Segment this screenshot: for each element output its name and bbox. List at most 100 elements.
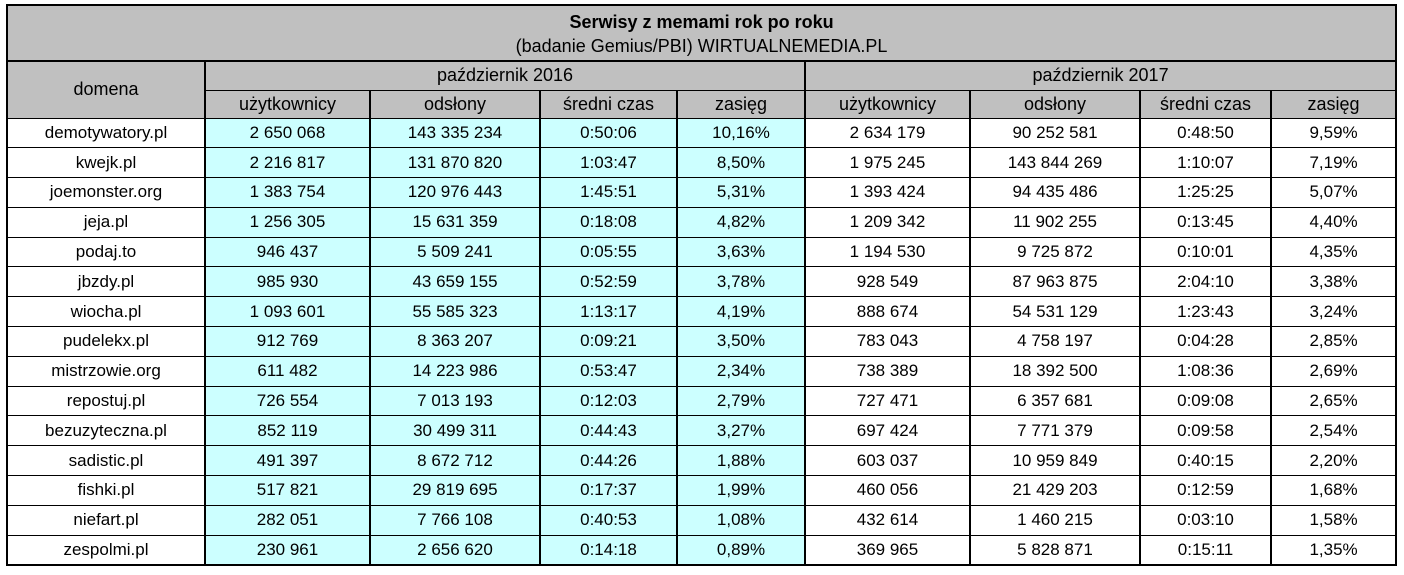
table-header: Serwisy z memami rok po roku (badanie Ge… (5, 4, 1398, 119)
table-row: kwejk.pl 2 216 817 131 870 820 1:03:47 8,50%… (6, 147, 1398, 179)
value-cell-2017: 697 424 (804, 415, 971, 447)
domain-cell: pudelekx.pl (6, 326, 206, 357)
value-cell-2016: 0:05:55 (539, 236, 678, 268)
domain-cell: zespolmi.pl (6, 534, 206, 566)
column-header-zasieg-2017: zasięg (1269, 89, 1398, 119)
value-cell-2017: 2 634 179 (804, 117, 971, 149)
table-body: demotywatory.pl 2 650 068 143 335 234 0:50:… (6, 117, 1398, 566)
value-cell-2017: 54 531 129 (969, 296, 1141, 328)
table-row: jbzdy.pl 985 930 43 659 155 0:52:59 3,78% 928… (6, 266, 1398, 298)
column-header-zasieg-2016: zasięg (676, 89, 806, 119)
value-cell-2016: 1 256 305 (204, 206, 371, 238)
column-header-odslony-2017: odsłony (969, 89, 1141, 119)
table-title: Serwisy z memami rok po roku (569, 12, 834, 32)
value-cell-2017: 369 965 (804, 534, 971, 566)
value-cell-2016: 3,50% (676, 326, 806, 357)
column-header-sredni-czas-2016: średni czas (539, 89, 678, 119)
value-cell-2016: 4,82% (676, 206, 806, 238)
value-cell-2016: 0:18:08 (539, 206, 678, 238)
value-cell-2016: 1:03:47 (539, 147, 678, 179)
value-cell-2017: 9,59% (1269, 117, 1398, 149)
value-cell-2016: 5 509 241 (369, 236, 541, 268)
value-cell-2017: 0:03:10 (1139, 504, 1272, 536)
value-cell-2017: 94 435 486 (969, 177, 1141, 208)
table-row: repostuj.pl 726 554 7 013 193 0:12:03 2,79% 7… (6, 385, 1398, 417)
value-cell-2016: 29 819 695 (369, 475, 541, 506)
domain-cell: bezuzyteczna.pl (6, 415, 206, 447)
value-cell-2017: 0:09:58 (1139, 415, 1272, 447)
value-cell-2017: 3,24% (1269, 296, 1398, 328)
value-cell-2017: 0:15:11 (1139, 534, 1272, 566)
value-cell-2017: 2,20% (1269, 445, 1398, 477)
value-cell-2017: 87 963 875 (969, 266, 1141, 298)
value-cell-2016: 3,78% (676, 266, 806, 298)
domain-cell: podaj.to (6, 236, 206, 268)
value-cell-2016: 230 961 (204, 534, 371, 566)
value-cell-2017: 0:13:45 (1139, 206, 1272, 238)
value-cell-2016: 0:12:03 (539, 385, 678, 417)
table-row: mistrzowie.org 611 482 14 223 986 0:53:47 2,… (6, 355, 1398, 387)
value-cell-2017: 0:12:59 (1139, 475, 1272, 506)
value-cell-2017: 18 392 500 (969, 355, 1141, 387)
value-cell-2016: 611 482 (204, 355, 371, 387)
value-cell-2016: 0:50:06 (539, 117, 678, 149)
value-cell-2017: 2,85% (1269, 326, 1398, 357)
value-cell-2017: 1,68% (1269, 475, 1398, 506)
value-cell-2017: 1,35% (1269, 534, 1398, 566)
value-cell-2016: 30 499 311 (369, 415, 541, 447)
value-cell-2017: 2,69% (1269, 355, 1398, 387)
value-cell-2016: 0:52:59 (539, 266, 678, 298)
value-cell-2016: 282 051 (204, 504, 371, 536)
meme-sites-table-wrapper: Serwisy z memami rok po roku (badanie Ge… (5, 4, 1398, 566)
column-group-october-2016: październik 2016 (204, 60, 806, 91)
value-cell-2016: 2 656 620 (369, 534, 541, 566)
value-cell-2016: 726 554 (204, 385, 371, 417)
table-row: jeja.pl 1 256 305 15 631 359 0:18:08 4,82% 1 … (6, 206, 1398, 238)
table-row: wiocha.pl 1 093 601 55 585 323 1:13:17 4,19%… (6, 296, 1398, 328)
domain-cell: joemonster.org (6, 177, 206, 208)
value-cell-2017: 0:40:15 (1139, 445, 1272, 477)
value-cell-2016: 1:45:51 (539, 177, 678, 208)
value-cell-2016: 0:09:21 (539, 326, 678, 357)
title-row: Serwisy z memami rok po roku (badanie Ge… (5, 4, 1398, 62)
value-cell-2017: 10 959 849 (969, 445, 1141, 477)
value-cell-2017: 0:09:08 (1139, 385, 1272, 417)
column-header-sredni-czas-2017: średni czas (1139, 89, 1272, 119)
column-header-domena: domena (6, 60, 206, 119)
value-cell-2016: 1 093 601 (204, 296, 371, 328)
value-cell-2016: 2 650 068 (204, 117, 371, 149)
value-cell-2016: 1,99% (676, 475, 806, 506)
table-row: joemonster.org 1 383 754 120 976 443 1:45:5… (6, 177, 1398, 208)
value-cell-2017: 1:25:25 (1139, 177, 1272, 208)
value-cell-2017: 2:04:10 (1139, 266, 1272, 298)
table-row: podaj.to 946 437 5 509 241 0:05:55 3,63% 1 19… (6, 236, 1398, 268)
table-subtitle: (badanie Gemius/PBI) WIRTUALNEMEDIA.PL (515, 36, 888, 56)
value-cell-2017: 2,54% (1269, 415, 1398, 447)
value-cell-2017: 928 549 (804, 266, 971, 298)
value-cell-2016: 946 437 (204, 236, 371, 268)
value-cell-2016: 43 659 155 (369, 266, 541, 298)
table-row: sadistic.pl 491 397 8 672 712 0:44:26 1,88% 6… (6, 445, 1398, 477)
value-cell-2016: 3,63% (676, 236, 806, 268)
value-cell-2017: 783 043 (804, 326, 971, 357)
domain-cell: niefart.pl (6, 504, 206, 536)
value-cell-2017: 603 037 (804, 445, 971, 477)
value-cell-2016: 4,19% (676, 296, 806, 328)
group-header-row: domena październik 2016 październik 2017 (6, 60, 1398, 119)
table-row: niefart.pl 282 051 7 766 108 0:40:53 1,08% 43… (6, 504, 1398, 536)
domain-cell: demotywatory.pl (6, 117, 206, 149)
value-cell-2017: 11 902 255 (969, 206, 1141, 238)
value-cell-2016: 517 821 (204, 475, 371, 506)
value-cell-2016: 143 335 234 (369, 117, 541, 149)
table-row: demotywatory.pl 2 650 068 143 335 234 0:50:… (6, 117, 1398, 149)
value-cell-2017: 1:23:43 (1139, 296, 1272, 328)
table-row: zespolmi.pl 230 961 2 656 620 0:14:18 0,89% 3… (6, 534, 1398, 566)
table-row: pudelekx.pl 912 769 8 363 207 0:09:21 3,50% 7… (6, 326, 1398, 357)
value-cell-2017: 738 389 (804, 355, 971, 387)
value-cell-2017: 1 194 530 (804, 236, 971, 268)
domain-cell: mistrzowie.org (6, 355, 206, 387)
value-cell-2017: 1 460 215 (969, 504, 1141, 536)
domain-cell: kwejk.pl (6, 147, 206, 179)
table-row: fishki.pl 517 821 29 819 695 0:17:37 1,99% 46… (6, 475, 1398, 506)
value-cell-2016: 2 216 817 (204, 147, 371, 179)
